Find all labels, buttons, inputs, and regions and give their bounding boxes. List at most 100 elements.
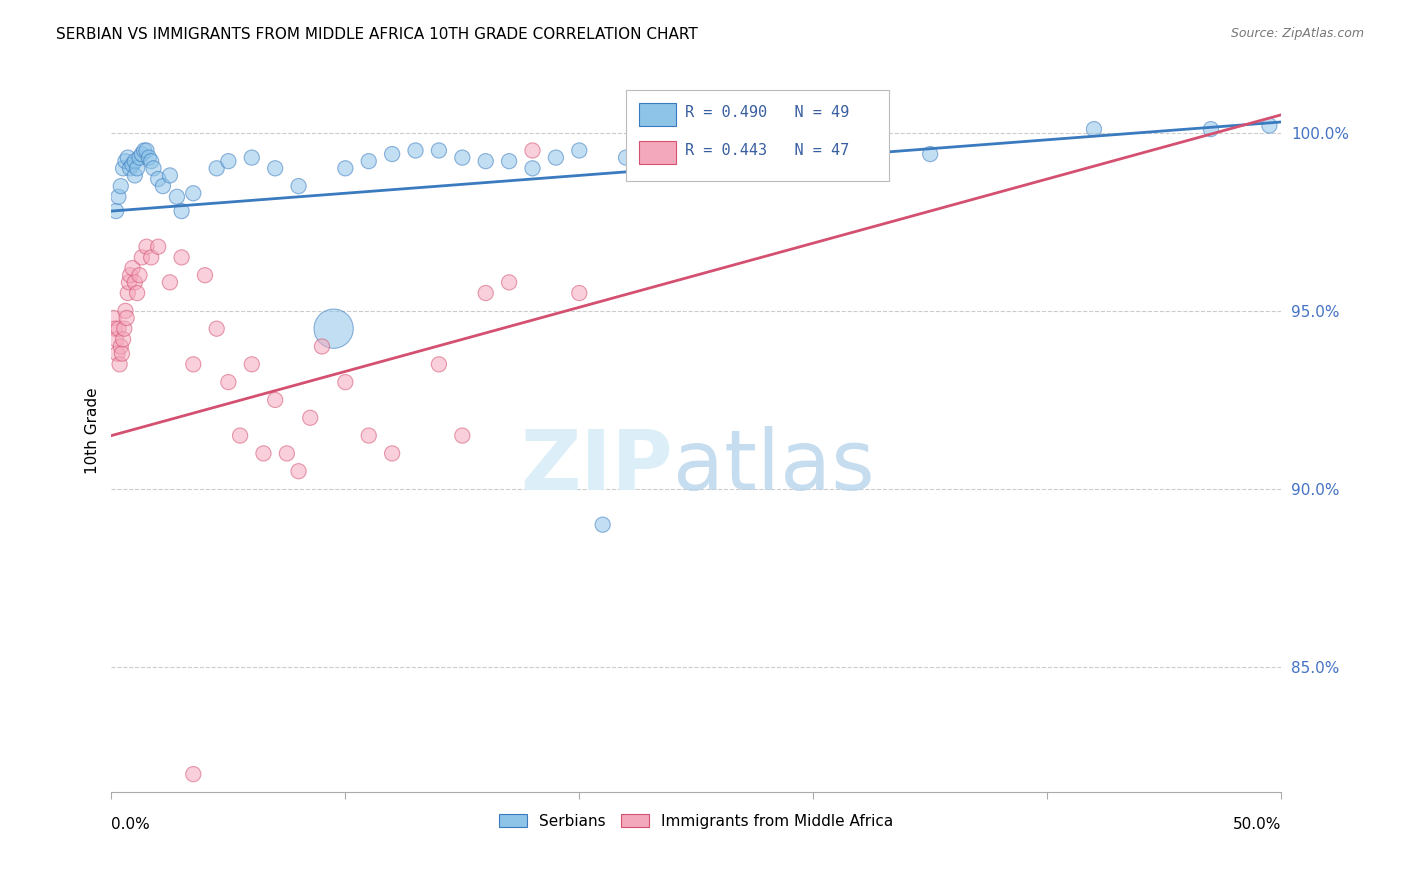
Point xyxy=(335,161,357,176)
Point xyxy=(522,144,544,158)
Point xyxy=(357,154,380,169)
Point xyxy=(252,446,274,460)
Point xyxy=(141,154,163,169)
Point xyxy=(124,169,146,183)
Point xyxy=(1199,122,1222,136)
Point xyxy=(108,357,131,371)
Point xyxy=(114,154,136,169)
Point xyxy=(181,767,204,781)
Point xyxy=(159,276,181,290)
Y-axis label: 10th Grade: 10th Grade xyxy=(86,387,100,474)
Point xyxy=(166,190,188,204)
Point xyxy=(152,179,174,194)
Point xyxy=(170,251,193,265)
Point xyxy=(110,339,132,353)
Text: ZIP: ZIP xyxy=(520,425,673,507)
Point xyxy=(474,286,496,301)
Point xyxy=(127,161,149,176)
Point xyxy=(105,332,128,346)
Point xyxy=(276,446,298,460)
Point xyxy=(522,161,544,176)
FancyBboxPatch shape xyxy=(638,141,676,164)
Point xyxy=(148,240,170,254)
Point xyxy=(112,332,135,346)
Point xyxy=(205,161,228,176)
Point xyxy=(117,151,139,165)
Point xyxy=(138,151,160,165)
Point xyxy=(181,186,204,201)
Point xyxy=(114,303,136,318)
Text: atlas: atlas xyxy=(673,425,875,507)
Point xyxy=(124,154,146,169)
Point xyxy=(127,286,149,301)
Point xyxy=(405,144,427,158)
Point xyxy=(217,375,239,389)
Point xyxy=(112,161,135,176)
Point xyxy=(709,144,731,158)
Point xyxy=(264,392,287,407)
Text: Source: ZipAtlas.com: Source: ZipAtlas.com xyxy=(1230,27,1364,40)
Point xyxy=(148,172,170,186)
Point xyxy=(121,158,143,172)
Point xyxy=(357,428,380,442)
Point xyxy=(311,339,333,353)
Point xyxy=(141,251,163,265)
Point xyxy=(118,276,141,290)
Point xyxy=(614,151,637,165)
Point xyxy=(920,147,942,161)
Point xyxy=(299,410,322,425)
Point xyxy=(801,140,824,154)
Point xyxy=(544,151,567,165)
Point xyxy=(229,428,252,442)
Point xyxy=(427,357,450,371)
Point xyxy=(240,357,263,371)
Point xyxy=(120,161,142,176)
Point xyxy=(474,154,496,169)
Text: 0.0%: 0.0% xyxy=(111,817,150,832)
Legend: Serbians, Immigrants from Middle Africa: Serbians, Immigrants from Middle Africa xyxy=(494,807,900,835)
Point xyxy=(381,446,404,460)
Point xyxy=(498,154,520,169)
Point xyxy=(121,261,143,276)
Point xyxy=(159,169,181,183)
Text: R = 0.443   N = 47: R = 0.443 N = 47 xyxy=(685,144,849,159)
Point xyxy=(381,147,404,161)
Point xyxy=(120,268,142,283)
Point xyxy=(181,357,204,371)
Point xyxy=(217,154,239,169)
Point xyxy=(128,151,150,165)
Point xyxy=(205,321,228,335)
Point xyxy=(287,179,309,194)
Text: SERBIAN VS IMMIGRANTS FROM MIDDLE AFRICA 10TH GRADE CORRELATION CHART: SERBIAN VS IMMIGRANTS FROM MIDDLE AFRICA… xyxy=(56,27,697,42)
Point xyxy=(194,268,217,283)
Point xyxy=(451,151,474,165)
Point xyxy=(117,286,139,301)
FancyBboxPatch shape xyxy=(638,103,676,126)
Point xyxy=(131,251,153,265)
Point xyxy=(131,147,153,161)
Point xyxy=(287,464,309,478)
Point xyxy=(104,321,127,335)
Point xyxy=(498,276,520,290)
Point xyxy=(105,346,128,360)
Point xyxy=(115,310,138,325)
Point xyxy=(1258,119,1281,133)
Text: 50.0%: 50.0% xyxy=(1233,817,1281,832)
Point xyxy=(142,161,165,176)
Point xyxy=(335,375,357,389)
Point xyxy=(124,276,146,290)
Point xyxy=(110,179,132,194)
Point xyxy=(107,321,129,335)
Point xyxy=(103,310,125,325)
Point xyxy=(322,321,344,335)
Point xyxy=(107,190,129,204)
Point xyxy=(128,268,150,283)
Point xyxy=(451,428,474,442)
Point xyxy=(135,240,157,254)
Point xyxy=(568,286,591,301)
Point xyxy=(592,517,614,532)
Point xyxy=(568,144,591,158)
Point xyxy=(111,346,134,360)
Point xyxy=(105,204,128,219)
Point xyxy=(112,321,135,335)
